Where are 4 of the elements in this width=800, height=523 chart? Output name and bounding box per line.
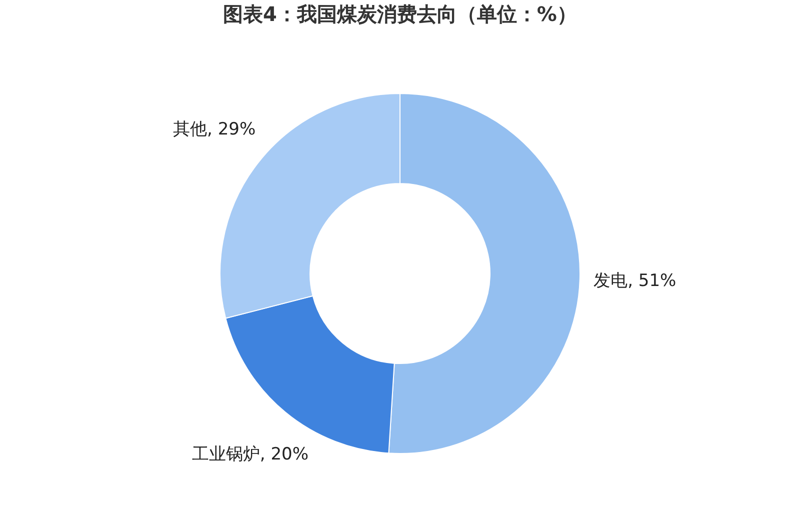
- chart-title: 图表4：我国煤炭消费去向（单位：%）: [223, 2, 577, 26]
- slice-label: 发电, 51%: [594, 270, 676, 291]
- slice-label: 工业锅炉, 20%: [192, 444, 308, 465]
- slice-label: 其他, 29%: [173, 119, 256, 140]
